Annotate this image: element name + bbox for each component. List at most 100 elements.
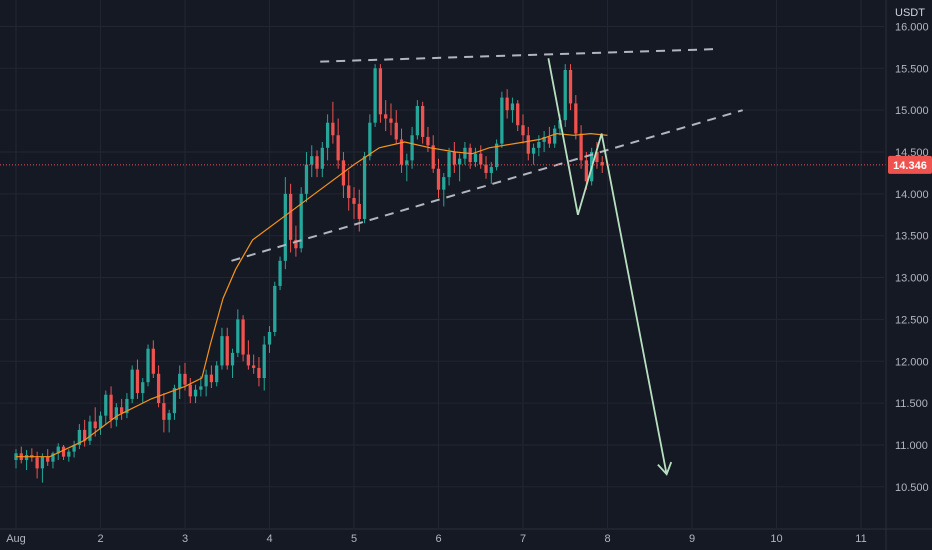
candle-body [468, 147, 472, 163]
x-tick-label: Aug [6, 533, 26, 545]
candle-body [357, 203, 361, 219]
candle-body [531, 147, 536, 154]
candle-body [352, 198, 356, 204]
candle-body [320, 147, 324, 169]
y-tick-label: 15.000 [895, 105, 929, 117]
candle-body [457, 158, 462, 165]
candle-body [119, 407, 124, 414]
candle-body [384, 114, 388, 119]
candle-body [304, 164, 309, 194]
candle-body [394, 122, 398, 140]
x-tick-label: 11 [855, 533, 866, 545]
candle-body [178, 373, 182, 389]
candle-body [225, 336, 229, 366]
candle-body [574, 103, 578, 134]
projection-arrowhead [657, 461, 673, 476]
grid [0, 0, 884, 528]
candle-body [547, 136, 552, 144]
x-tick-label: 8 [604, 533, 610, 545]
candle-body [241, 319, 245, 355]
y-tick-label: 13.500 [895, 231, 929, 243]
candle-body [230, 352, 235, 366]
candle-body [40, 456, 45, 469]
candle-body [526, 135, 530, 154]
support-trendline[interactable] [231, 109, 743, 262]
candle-body [489, 167, 493, 173]
candle-body [77, 429, 82, 445]
candle-body [399, 139, 404, 165]
price-axis[interactable]: 16.00015.50015.00014.50014.00013.50013.0… [885, 0, 932, 550]
candle-body [516, 103, 520, 126]
candle-body [273, 285, 277, 332]
candle-body [35, 457, 39, 469]
ma-line [16, 132, 608, 458]
candle-body [83, 429, 87, 441]
candle-body [146, 348, 150, 383]
candle-body [479, 153, 483, 165]
candle-body [46, 456, 50, 462]
candle-body [405, 160, 409, 165]
candle-body [452, 152, 456, 165]
candle-body [167, 413, 171, 420]
x-tick-label: 5 [351, 533, 357, 545]
x-tick-label: 3 [182, 533, 188, 545]
candle-body [368, 122, 372, 157]
candle-body [331, 122, 335, 136]
candle-body [426, 136, 430, 146]
candle-body [410, 135, 414, 161]
candle-body [447, 152, 451, 178]
candle-body [521, 125, 525, 136]
last-price-tag[interactable] [888, 155, 932, 174]
candle-body [72, 444, 76, 452]
candle-body [199, 386, 203, 390]
candle-body [310, 156, 314, 165]
candle-body [568, 69, 573, 104]
y-tick-label: 16.000 [895, 21, 929, 33]
x-tick-label: 9 [689, 533, 695, 545]
candle-body [542, 136, 546, 142]
candle-body [156, 373, 161, 404]
candle-body [299, 193, 303, 249]
candle-body [24, 454, 29, 461]
candle-body [288, 193, 293, 240]
candle-body [336, 135, 340, 161]
candle-body [378, 68, 383, 115]
candle-body [56, 446, 60, 454]
candle-body [61, 446, 66, 457]
candle-body [220, 336, 224, 366]
candle-body [325, 122, 330, 148]
candle-body [347, 185, 351, 199]
candle-body [252, 365, 256, 368]
candle-body [67, 451, 71, 457]
time-axis[interactable]: Aug 2 3 4 5 6 7 8 9 10 11 [0, 528, 932, 545]
candle-body [204, 374, 208, 387]
y-tick-label: 15.500 [895, 63, 929, 75]
y-tick-label: 11.500 [895, 398, 928, 410]
y-tick-label: 12.500 [895, 314, 929, 326]
candle-body [421, 105, 425, 137]
resistance-trendline[interactable] [320, 48, 718, 63]
candle-body [537, 141, 541, 148]
candle-body [135, 369, 140, 394]
projection-path [547, 58, 673, 476]
y-tick-label: 11.000 [895, 440, 928, 452]
moving-average [16, 132, 608, 458]
candle-body [236, 319, 240, 353]
candle-body [510, 103, 515, 111]
candle-body [595, 152, 599, 163]
projection-line[interactable] [547, 58, 668, 475]
candle-body [257, 367, 261, 378]
candle-body [500, 97, 504, 144]
candle-body [584, 160, 589, 182]
candle-body [51, 453, 55, 462]
candle-body [494, 143, 499, 168]
x-tick-label: 7 [520, 533, 526, 545]
candles [14, 64, 604, 483]
candle-body [98, 415, 103, 429]
y-tick-label: 12.000 [895, 356, 929, 368]
x-tick-label: 10 [770, 533, 782, 545]
candle-body [104, 394, 108, 416]
candle-body [114, 407, 118, 420]
